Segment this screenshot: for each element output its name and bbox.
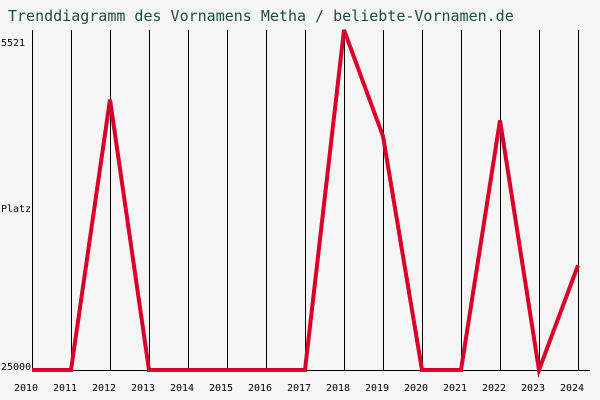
- y-tick-label-bottom: 25000: [1, 362, 31, 373]
- x-tick-label: 2011: [53, 383, 77, 394]
- x-tick-label: 2014: [170, 383, 194, 394]
- x-tick-label: 2015: [209, 383, 233, 394]
- x-tick-label: 2019: [365, 383, 389, 394]
- x-tick-label: 2016: [248, 383, 272, 394]
- x-tick-label: 2010: [14, 383, 38, 394]
- x-tick-label: 2024: [560, 383, 584, 394]
- grid-lines: [32, 30, 579, 370]
- y-axis-label: Platz: [1, 204, 31, 215]
- x-tick-label: 2018: [326, 383, 350, 394]
- tick-labels: 2010 2011 2012 2013 2014 2015 2016 2017 2018 2019…: [1, 38, 584, 394]
- x-tick-label: 2021: [443, 383, 467, 394]
- y-tick-label-top: 5521: [1, 38, 25, 49]
- axes: [32, 30, 590, 371]
- x-tick-label: 2023: [521, 383, 545, 394]
- x-tick-label: 2012: [92, 383, 116, 394]
- x-tick-label: 2017: [287, 383, 311, 394]
- chart-title: Trenddiagramm des Vornamens Metha / beli…: [8, 7, 514, 25]
- x-tick-label: 2022: [482, 383, 506, 394]
- x-tick-label: 2013: [131, 383, 155, 394]
- series-layer: [31, 29, 580, 378]
- x-tick-label: 2020: [404, 383, 428, 394]
